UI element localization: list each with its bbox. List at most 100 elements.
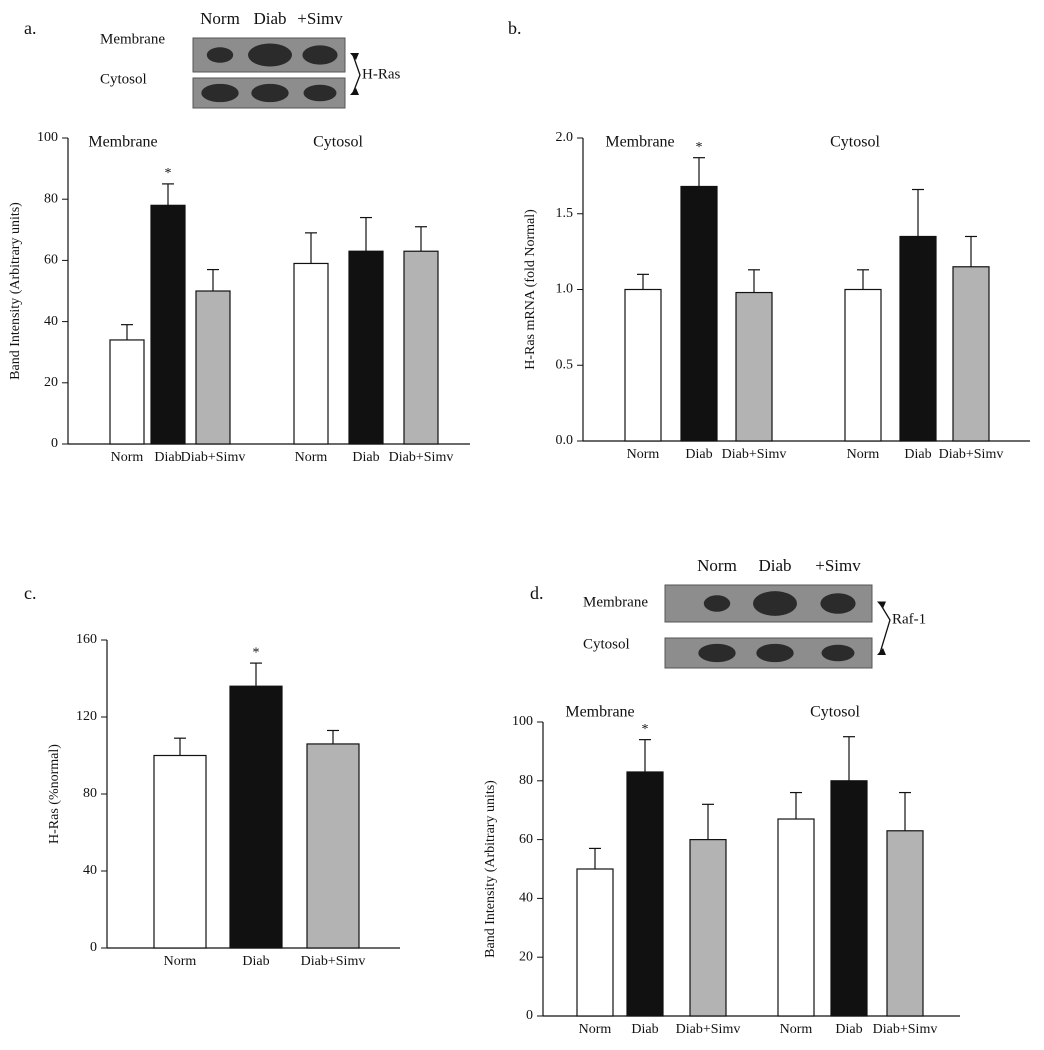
bar — [195, 290, 231, 445]
y-tick-label: 60 — [44, 253, 58, 268]
x-tick-label: Diab — [904, 447, 931, 462]
bar — [626, 771, 664, 1017]
bar — [735, 291, 773, 442]
y-tick-label: 160 — [76, 632, 97, 647]
group-label: Cytosol — [313, 134, 363, 151]
x-tick-label: Diab+Simv — [301, 954, 366, 969]
blot-band — [201, 83, 239, 103]
x-tick-label: Norm — [579, 1022, 612, 1037]
bar — [777, 818, 815, 1017]
blot-column-label: +Simv — [297, 9, 343, 28]
significance-marker: * — [253, 645, 260, 660]
blot-column-label: +Simv — [815, 556, 861, 575]
bar — [348, 250, 384, 445]
bar — [844, 288, 882, 442]
blot-column-label: Diab — [758, 556, 791, 575]
blot-row-label: Cytosol — [100, 71, 147, 87]
bar — [109, 339, 145, 445]
x-tick-label: Norm — [847, 447, 880, 462]
bar — [403, 250, 439, 445]
x-tick-label: Diab+Simv — [873, 1022, 938, 1037]
bar — [689, 838, 727, 1017]
arrow-head — [350, 88, 359, 95]
x-tick-label: Diab — [631, 1022, 658, 1037]
blot-row-label: Cytosol — [583, 636, 630, 652]
blot-band — [756, 643, 794, 663]
y-tick-label: 40 — [519, 891, 533, 906]
y-tick-label: 0 — [526, 1008, 533, 1023]
y-tick-label: 80 — [83, 786, 97, 801]
bar — [229, 685, 283, 949]
panel-label: b. — [508, 18, 522, 38]
y-tick-label: 60 — [519, 832, 533, 847]
bar — [576, 868, 614, 1017]
x-tick-label: Norm — [627, 447, 660, 462]
blot-arrow — [879, 603, 891, 654]
bar — [624, 288, 662, 442]
y-tick-label: 0 — [90, 940, 97, 955]
y-axis-label: Band Intensity (Arbitrary units) — [8, 202, 23, 380]
y-axis-label: Band Intensity (Arbitrary units) — [483, 780, 498, 958]
x-tick-label: Diab+Simv — [181, 450, 246, 465]
blot-band — [248, 43, 292, 67]
group-label: Cytosol — [810, 704, 860, 721]
blot-target-label: Raf-1 — [892, 611, 926, 627]
bar — [680, 185, 718, 442]
blot-band — [703, 595, 731, 612]
x-tick-label: Diab — [352, 450, 379, 465]
significance-marker: * — [642, 722, 649, 737]
bar — [886, 830, 924, 1017]
y-tick-label: 0 — [51, 436, 58, 451]
blot-band — [302, 45, 338, 65]
y-tick-label: 20 — [44, 375, 58, 390]
blot-column-label: Norm — [200, 9, 240, 28]
panel-label: a. — [24, 18, 37, 38]
panel-label: d. — [530, 583, 544, 603]
x-tick-label: Norm — [164, 954, 197, 969]
bar — [899, 235, 937, 442]
y-tick-label: 0.0 — [556, 433, 574, 448]
y-tick-label: 1.5 — [556, 206, 574, 221]
blot-row-label: Membrane — [100, 31, 165, 47]
y-tick-label: 100 — [37, 130, 58, 145]
blot-band — [303, 84, 337, 102]
panel-label: c. — [24, 583, 37, 603]
group-label: Membrane — [565, 704, 634, 721]
y-axis-label: H-Ras mRNA (fold Normal) — [523, 209, 538, 370]
y-tick-label: 40 — [83, 863, 97, 878]
y-tick-label: 40 — [44, 314, 58, 329]
arrow-head — [877, 601, 886, 609]
blot-band — [251, 83, 289, 103]
bar — [306, 743, 360, 949]
group-label: Cytosol — [830, 134, 880, 151]
x-tick-label: Diab — [835, 1022, 862, 1037]
y-tick-label: 1.0 — [556, 282, 574, 297]
blot-arrow — [352, 54, 361, 94]
blot-band — [206, 47, 234, 63]
x-tick-label: Norm — [111, 450, 144, 465]
x-tick-label: Norm — [780, 1022, 813, 1037]
y-tick-label: 80 — [44, 191, 58, 206]
x-tick-label: Diab — [242, 954, 269, 969]
bar — [830, 780, 868, 1017]
blot-row-label: Membrane — [583, 594, 648, 610]
bar — [952, 266, 990, 442]
y-tick-label: 0.5 — [556, 357, 574, 372]
bar — [293, 262, 329, 445]
group-label: Membrane — [605, 134, 674, 151]
significance-marker: * — [165, 166, 172, 181]
blot-band — [821, 644, 855, 662]
blot-target-label: H-Ras — [362, 66, 400, 82]
y-tick-label: 120 — [76, 709, 97, 724]
bar — [150, 204, 186, 445]
significance-marker: * — [696, 140, 703, 155]
y-tick-label: 100 — [512, 714, 533, 729]
bar — [153, 754, 207, 949]
y-tick-label: 80 — [519, 773, 533, 788]
y-axis-label: H-Ras (%normal) — [47, 744, 62, 844]
blot-band — [753, 591, 797, 616]
x-tick-label: Diab+Simv — [939, 447, 1004, 462]
x-tick-label: Norm — [295, 450, 328, 465]
